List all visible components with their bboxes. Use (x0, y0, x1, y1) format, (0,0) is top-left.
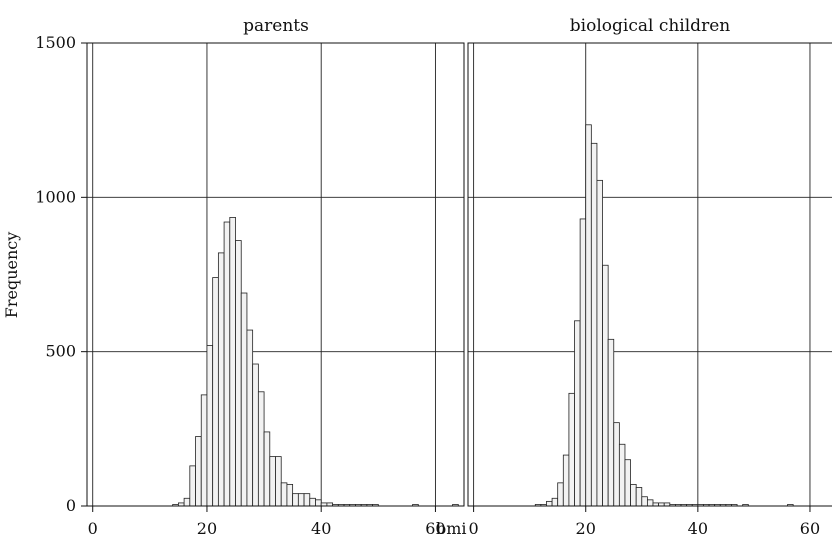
histogram-bar (275, 456, 282, 507)
histogram-bar (223, 221, 231, 507)
histogram-bar (252, 363, 259, 507)
histogram-bar (195, 436, 202, 507)
y-axis-title: Frequency (2, 232, 21, 319)
panel-parents: parents 0 20 40 60 bmi (86, 16, 467, 538)
histogram-bar (263, 431, 271, 507)
histogram-bar (280, 482, 288, 507)
histogram-bar (257, 391, 265, 507)
y-tick-label: 1000 (35, 187, 76, 206)
panel-biological-children-x-ticks: 0 20 40 60 (469, 506, 820, 538)
histogram-bar (246, 329, 254, 507)
histogram-bar (602, 264, 609, 507)
histogram-bar (618, 443, 626, 507)
panel-parents-frame (86, 42, 465, 507)
histogram-bar (269, 456, 276, 507)
histogram-bar (646, 499, 654, 507)
panel-parents-x-ticks: 0 20 40 60 (88, 506, 446, 538)
x-tick-label: 0 (88, 519, 98, 538)
histogram-bar (596, 179, 603, 507)
x-axis-title: bmi (436, 519, 467, 538)
panel-parents-bars (172, 216, 459, 507)
panel-biological-children: biological children 0 20 40 60 (467, 16, 832, 538)
histogram-bar (206, 345, 214, 507)
y-tick-label: 0 (66, 496, 76, 515)
panel-title-biological-children: biological children (570, 16, 730, 36)
histogram-bar (546, 500, 553, 507)
panel-biological-children-grid (468, 43, 832, 506)
histogram-bar (200, 394, 208, 507)
histogram-bar (551, 497, 559, 507)
histogram-bar (217, 252, 225, 507)
panel-title-parents: parents (243, 16, 309, 36)
y-tick-label: 1500 (35, 33, 76, 52)
histogram-bar (635, 487, 643, 507)
histogram-bar (568, 392, 575, 507)
histogram-bar (557, 482, 564, 507)
histogram-bar (607, 338, 615, 507)
histogram-bar (562, 454, 570, 507)
panel-biological-children-frame (467, 42, 832, 507)
histogram-bar (189, 465, 196, 507)
histogram-bar (286, 483, 294, 507)
x-tick-label: 20 (197, 519, 217, 538)
histogram-bar (183, 497, 191, 507)
histogram-bar (624, 459, 631, 507)
x-tick-label: 40 (688, 519, 708, 538)
x-tick-label: 60 (800, 519, 820, 538)
y-tick-label: 500 (45, 342, 76, 361)
histogram-bar (613, 422, 620, 507)
histogram-bar (579, 218, 587, 507)
x-tick-label: 0 (469, 519, 479, 538)
histogram-bar (315, 499, 322, 507)
x-tick-label: 40 (311, 519, 331, 538)
y-axis: 0 500 1000 1500 (35, 33, 87, 515)
histogram-bar (212, 277, 219, 507)
histogram-bar (590, 142, 598, 507)
histogram-bar (292, 493, 299, 507)
histogram-bar (229, 216, 236, 507)
histogram-bar (585, 124, 592, 507)
histogram-bar (641, 496, 648, 507)
histogram-bar (630, 483, 637, 507)
histogram-bar (303, 493, 311, 507)
histogram-bar (240, 292, 248, 507)
histogram-bar (235, 240, 242, 507)
histogram-bar (297, 493, 305, 507)
panel-parents-grid (87, 43, 464, 506)
histogram-bar (309, 497, 316, 507)
x-tick-label: 60 (425, 519, 445, 538)
panel-biological-children-bars (534, 124, 794, 507)
histogram-bar (574, 320, 581, 507)
x-tick-label: 20 (576, 519, 596, 538)
